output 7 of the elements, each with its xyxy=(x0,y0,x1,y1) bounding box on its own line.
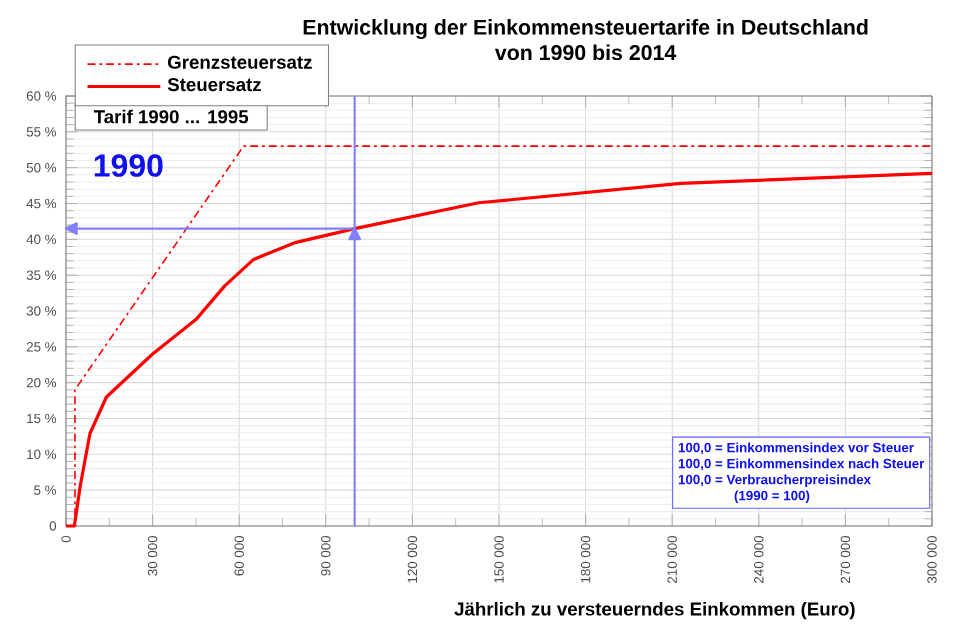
chart-title: Entwicklung der Einkommensteuertarife in Deutschland xyxy=(303,19,868,40)
legend-label: Grenzsteuersatz xyxy=(167,55,312,69)
legend-label: Steuersatz xyxy=(167,78,261,92)
x-axis-title: Jährlich zu versteuerndes Einkommen (Euro) xyxy=(454,601,855,620)
annotation: 1990 xyxy=(94,154,163,177)
chart-subtitle: von 1990 bis 2014 xyxy=(494,44,677,61)
legend-title: Tarif 1990 ... 1995 xyxy=(93,109,249,124)
